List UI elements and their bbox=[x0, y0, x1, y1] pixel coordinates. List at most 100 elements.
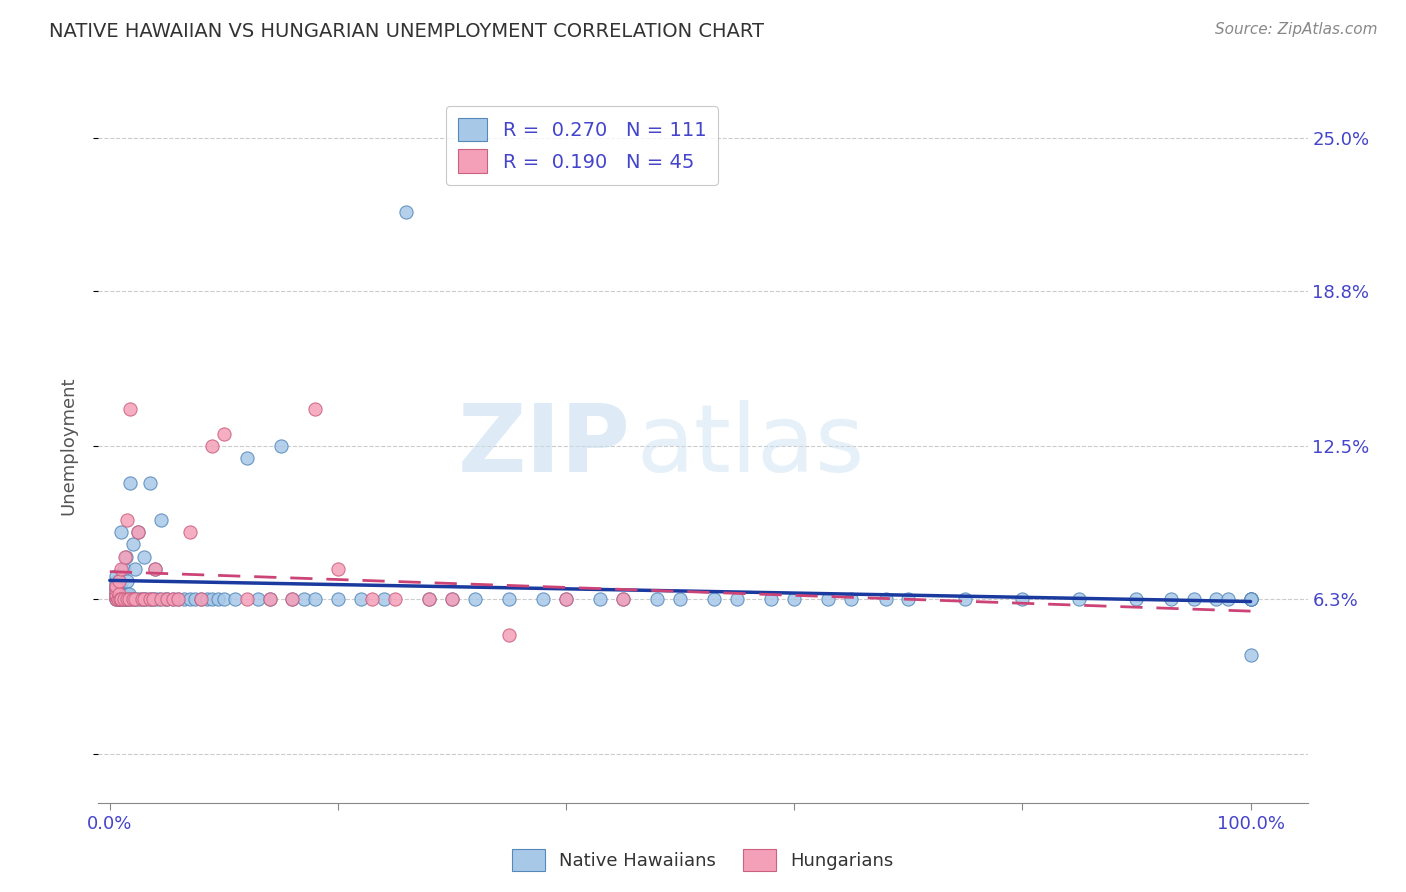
Point bbox=[326, 591, 349, 606]
Point bbox=[224, 591, 246, 606]
Point bbox=[612, 591, 634, 606]
Point bbox=[304, 591, 326, 606]
Point bbox=[112, 591, 135, 606]
Point bbox=[110, 525, 132, 540]
Point bbox=[142, 591, 165, 606]
Point bbox=[104, 576, 127, 591]
Point bbox=[1125, 591, 1147, 606]
Point bbox=[669, 591, 692, 606]
Point bbox=[1069, 591, 1091, 606]
Point bbox=[115, 574, 138, 589]
Point bbox=[110, 591, 132, 606]
Point bbox=[162, 591, 184, 606]
Point bbox=[1239, 591, 1261, 606]
Point bbox=[955, 591, 977, 606]
Point bbox=[725, 591, 748, 606]
Legend: R =  0.270   N = 111, R =  0.190   N = 45: R = 0.270 N = 111, R = 0.190 N = 45 bbox=[446, 106, 718, 185]
Point bbox=[108, 587, 131, 601]
Point bbox=[761, 591, 783, 606]
Point bbox=[179, 525, 201, 540]
Point bbox=[132, 549, 155, 564]
Point bbox=[350, 591, 373, 606]
Point bbox=[441, 591, 464, 606]
Point bbox=[110, 591, 132, 606]
Point bbox=[281, 591, 304, 606]
Point bbox=[173, 591, 195, 606]
Point bbox=[104, 591, 127, 606]
Point bbox=[108, 591, 131, 606]
Text: ZIP: ZIP bbox=[457, 400, 630, 492]
Point bbox=[156, 591, 179, 606]
Point bbox=[150, 591, 173, 606]
Point bbox=[107, 591, 129, 606]
Point bbox=[132, 591, 155, 606]
Point bbox=[179, 591, 201, 606]
Point bbox=[292, 591, 315, 606]
Point bbox=[104, 589, 127, 603]
Point bbox=[235, 591, 257, 606]
Point bbox=[498, 628, 520, 642]
Point bbox=[207, 591, 229, 606]
Point bbox=[897, 591, 920, 606]
Point bbox=[104, 587, 127, 601]
Point bbox=[112, 591, 135, 606]
Point bbox=[124, 562, 146, 576]
Point bbox=[418, 591, 440, 606]
Point bbox=[142, 591, 165, 606]
Point bbox=[162, 591, 184, 606]
Point bbox=[839, 591, 862, 606]
Point bbox=[120, 475, 142, 490]
Point bbox=[129, 591, 152, 606]
Point bbox=[1205, 591, 1227, 606]
Legend: Native Hawaiians, Hungarians: Native Hawaiians, Hungarians bbox=[505, 842, 901, 879]
Point bbox=[361, 591, 384, 606]
Point bbox=[201, 591, 224, 606]
Point bbox=[127, 525, 149, 540]
Point bbox=[612, 591, 634, 606]
Point bbox=[464, 591, 486, 606]
Point bbox=[104, 582, 127, 596]
Point bbox=[270, 439, 292, 453]
Point bbox=[373, 591, 395, 606]
Point bbox=[124, 591, 146, 606]
Point bbox=[121, 537, 143, 551]
Point bbox=[304, 402, 326, 417]
Point bbox=[817, 591, 839, 606]
Point bbox=[110, 591, 132, 606]
Point bbox=[1216, 591, 1239, 606]
Point bbox=[104, 569, 127, 583]
Point bbox=[531, 591, 554, 606]
Point bbox=[104, 579, 127, 593]
Point bbox=[281, 591, 304, 606]
Point bbox=[190, 591, 212, 606]
Point bbox=[124, 591, 146, 606]
Point bbox=[107, 591, 129, 606]
Point bbox=[115, 587, 138, 601]
Point bbox=[120, 591, 142, 606]
Point bbox=[875, 591, 897, 606]
Text: atlas: atlas bbox=[637, 400, 865, 492]
Point bbox=[1160, 591, 1182, 606]
Point bbox=[201, 439, 224, 453]
Point bbox=[441, 591, 464, 606]
Point bbox=[118, 587, 141, 601]
Point bbox=[127, 591, 149, 606]
Point bbox=[589, 591, 612, 606]
Point bbox=[135, 591, 157, 606]
Point bbox=[132, 591, 155, 606]
Point bbox=[108, 591, 131, 606]
Point bbox=[235, 451, 257, 466]
Point bbox=[131, 591, 153, 606]
Point bbox=[150, 513, 173, 527]
Point bbox=[110, 587, 132, 601]
Point bbox=[190, 591, 212, 606]
Point bbox=[395, 205, 418, 219]
Point bbox=[1239, 591, 1261, 606]
Point bbox=[104, 591, 127, 606]
Point bbox=[1239, 591, 1261, 606]
Point bbox=[114, 549, 136, 564]
Point bbox=[647, 591, 669, 606]
Point bbox=[1011, 591, 1033, 606]
Point bbox=[104, 591, 127, 606]
Point bbox=[121, 591, 143, 606]
